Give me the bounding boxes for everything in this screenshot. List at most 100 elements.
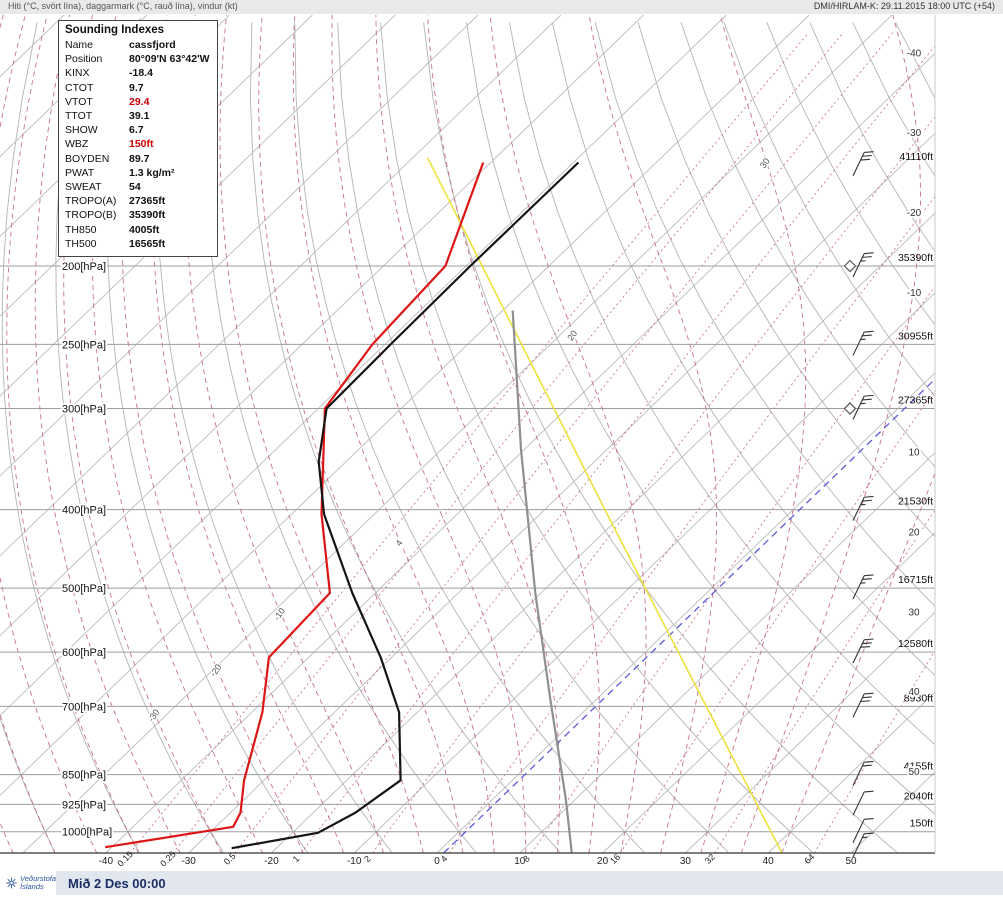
- altitude-label: 2040ft: [904, 790, 933, 802]
- index-row: WBZ 150ft: [65, 137, 211, 151]
- pressure-label: 925[hPa]: [62, 799, 106, 811]
- isotherm-line: [436, 372, 935, 853]
- dry-adiabat-line: [294, 22, 645, 853]
- moist-adiabat-line: [0, 15, 98, 853]
- altitude-label: 27365ft: [898, 395, 933, 407]
- pressure-label: 500[hPa]: [62, 583, 106, 595]
- dry-adiabat-line: [55, 22, 224, 853]
- mixing-ratio-line: [531, 285, 935, 853]
- isotherm-line: [105, 52, 935, 853]
- moist-adiabat-label: 20: [565, 329, 579, 343]
- vedurstofa-logo-icon: [6, 877, 17, 889]
- isotherm-line: [602, 531, 935, 853]
- gray-aux-line: [511, 310, 573, 853]
- moist-adiabat-label: -10: [272, 606, 288, 622]
- dry-adiabat-line: [809, 22, 935, 253]
- index-row: SHOW 6.7: [65, 123, 211, 137]
- wind-barb: [852, 252, 874, 278]
- moist-adiabat-line: [92, 15, 264, 853]
- isotherm-line: [188, 132, 935, 853]
- index-label: TTOT: [65, 110, 93, 123]
- moist-adiabat-line: [121, 15, 304, 853]
- brand-line1: Veðurstofa: [20, 873, 56, 883]
- altitude-label: 35390ft: [898, 252, 933, 264]
- mixing-ratio-tick: 64: [802, 852, 816, 866]
- wind-barb: [852, 394, 874, 420]
- moist-adiabat-line: [0, 15, 56, 853]
- isotherm-line: [0, 15, 727, 717]
- wind-barb: [852, 760, 874, 786]
- bottom-temp-tick: -10: [347, 856, 362, 867]
- dry-adiabat-line: [466, 22, 935, 815]
- altitude-label: 12580ft: [898, 638, 933, 650]
- brand-text: Veðurstofa Íslands: [20, 873, 56, 892]
- index-value: 29.4: [129, 95, 150, 108]
- altitude-label: 8930ft: [904, 692, 933, 704]
- index-label: Name: [65, 39, 94, 51]
- right-temp-tick: 10: [908, 448, 920, 459]
- isotherm-line: [0, 15, 148, 158]
- yellow-aux-line: [426, 157, 783, 853]
- moist-adiabat-line: [331, 15, 527, 853]
- brand-block: Veðurstofa Íslands: [0, 872, 56, 894]
- isotherm-line: [353, 292, 935, 853]
- right-temp-tick: -10: [907, 288, 922, 299]
- isotherm-line: [685, 611, 935, 853]
- dry-adiabat-line: [423, 22, 897, 853]
- dry-adiabat-line: [249, 22, 561, 853]
- index-value: 4005ft: [129, 223, 160, 236]
- right-temp-tick: -20: [907, 208, 922, 219]
- dry-adiabat-line: [1, 22, 140, 853]
- bottom-temp-tick: -30: [181, 856, 196, 867]
- index-label: TH500: [65, 237, 97, 250]
- index-value: -18.4: [129, 67, 153, 80]
- index-label: TROPO(A): [65, 195, 117, 208]
- index-label: PWAT: [65, 166, 95, 179]
- index-label: WBZ: [65, 138, 89, 151]
- isotherm-line: [0, 15, 396, 397]
- isotherm-line: [519, 451, 935, 853]
- dry-adiabat-line: [723, 22, 935, 398]
- isotherm-line: [0, 15, 65, 78]
- index-label: TROPO(B): [65, 209, 117, 222]
- freezing-isotherm-line: [443, 378, 935, 853]
- index-value: 9.7: [129, 81, 144, 94]
- isotherm-line: [0, 15, 562, 557]
- index-row: TROPO(B) 35390ft: [65, 208, 211, 222]
- mixing-ratio-tick: 4: [439, 854, 450, 865]
- dry-adiabat-line: [852, 22, 935, 177]
- isotherm-line: [767, 691, 935, 853]
- pressure-label: 700[hPa]: [62, 701, 106, 713]
- index-label: SWEAT: [65, 181, 102, 194]
- wind-barb: [852, 574, 874, 600]
- index-label: TH850: [65, 223, 97, 236]
- moist-adiabat-label: 4: [393, 538, 404, 548]
- altitude-label: 21530ft: [898, 496, 933, 508]
- bottom-temp-tick: -20: [264, 856, 279, 867]
- wind-barb: [852, 330, 874, 356]
- mixing-ratio-line: [129, 32, 809, 853]
- wind-barb: [852, 692, 874, 718]
- mixing-ratio-line: [172, 32, 844, 853]
- index-row: TROPO(A) 27365ft: [65, 194, 211, 208]
- dry-adiabat-line: [106, 22, 308, 853]
- bottom-temp-tick: 0: [434, 856, 440, 867]
- right-temp-tick: -40: [907, 48, 922, 59]
- index-label: CTOT: [65, 81, 94, 94]
- index-row: SWEAT 54: [65, 180, 211, 194]
- index-row: VTOT 29.4: [65, 95, 211, 109]
- bottom-temp-tick: 10: [514, 856, 526, 867]
- mixing-ratio-tick: 8: [521, 854, 532, 865]
- index-row: KINX -18.4: [65, 66, 211, 80]
- mixing-ratio-line: [619, 389, 935, 853]
- brand-line2: Íslands: [20, 882, 44, 891]
- index-value: 1.3 kg/m²: [129, 166, 175, 179]
- indexes-title: Sounding Indexes: [65, 24, 165, 36]
- index-row: Name cassfjord: [65, 38, 211, 52]
- pressure-label: 200[hPa]: [62, 261, 106, 273]
- mixing-ratio-tick: 16: [608, 852, 622, 866]
- isotherm-line: [0, 15, 644, 637]
- mixing-ratio-line: [714, 509, 935, 853]
- altitude-label: 30955ft: [898, 330, 933, 342]
- isotherm-line: [271, 212, 935, 853]
